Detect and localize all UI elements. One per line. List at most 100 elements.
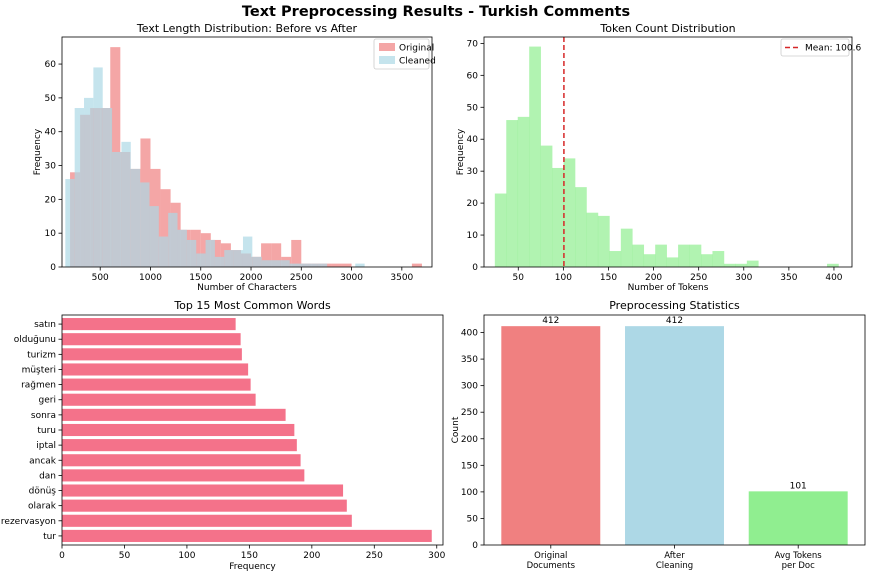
tokens-x-tick-label: 350 (780, 273, 797, 283)
preprocessing-stats-chart: Preprocessing Statistics 412 Original Docum… (451, 299, 866, 571)
length-bar-original (160, 189, 171, 267)
words-x-tick-label: 100 (178, 551, 195, 561)
length-x-tick-label: 1500 (189, 273, 212, 283)
length-bar-cleaned (355, 263, 365, 267)
length-y-tick-label: 30 (45, 162, 57, 172)
tokens-x-tick-label: 200 (645, 273, 662, 283)
words-x-tick-label: 300 (428, 551, 445, 561)
tokens-chart-title: Token Count Distribution (599, 22, 735, 35)
tokens-x-tick-label: 150 (600, 273, 617, 283)
stats-value-label: 412 (542, 316, 559, 326)
word-label: tur (43, 532, 56, 542)
mean-legend-label: Mean: 100.6 (805, 44, 861, 54)
length-bar-cleaned (205, 239, 215, 267)
length-x-tick-label: 3000 (340, 273, 363, 283)
word-bar (62, 318, 236, 331)
length-bar-original (271, 243, 282, 267)
length-bar-original (341, 263, 352, 267)
length-bar-cleaned (121, 141, 131, 267)
word-label: turu (37, 426, 56, 436)
length-bar-cleaned (84, 97, 94, 267)
length-y-tick-label: 20 (45, 195, 57, 205)
word-label: ancak (29, 456, 57, 466)
tokens-y-tick-label: 40 (467, 135, 479, 145)
length-y-tick-label: 10 (45, 229, 57, 239)
tokens-y-tick-label: 30 (467, 167, 479, 177)
length-bar-cleaned (177, 229, 187, 267)
stats-y-tick-label: 350 (461, 355, 478, 365)
word-bar (62, 378, 251, 391)
tokens-bar (746, 260, 759, 267)
tokens-bar (678, 244, 690, 267)
words-x-tick-label: 0 (59, 551, 65, 561)
stats-value-label: 412 (666, 316, 683, 326)
stats-value-label: 101 (790, 481, 807, 491)
tokens-plot-frame (483, 36, 853, 268)
length-bar-cleaned (233, 250, 243, 267)
length-bar-cleaned (289, 263, 300, 267)
tokens-bar (586, 212, 599, 267)
words-x-tick-label: 150 (241, 551, 258, 561)
words-chart-title: Top 15 Most Common Words (173, 299, 331, 312)
length-x-tick-label: 1000 (139, 273, 162, 283)
tokens-y-axis-label: Frequency (456, 128, 466, 175)
length-bar-cleaned (102, 108, 113, 267)
length-bar-cleaned (130, 168, 141, 267)
stats-category-line: Avg Tokens (775, 551, 823, 561)
length-x-tick-label: 2500 (290, 273, 313, 283)
stats-y-tick-label: 50 (467, 514, 479, 524)
word-bar (62, 514, 352, 527)
tokens-x-tick-label: 400 (825, 273, 842, 283)
length-bar-cleaned (271, 260, 281, 267)
top-words-chart: Top 15 Most Common Words tur rezervasyon ol… (1, 299, 446, 572)
word-label: sonra (31, 411, 56, 421)
length-bar-cleaned (158, 236, 169, 267)
word-label: dönüş (29, 487, 57, 497)
tokens-bar (723, 263, 736, 267)
tokens-bar (575, 187, 587, 267)
length-bar-cleaned (224, 250, 234, 267)
tokens-bar (609, 251, 622, 267)
stats-y-tick-label: 150 (461, 461, 478, 471)
tokens-bar (643, 254, 656, 267)
tokens-x-tick-label: 300 (735, 273, 752, 283)
stats-y-tick-label: 300 (461, 382, 478, 392)
tokens-bar (620, 228, 633, 267)
stats-category-line: Original (534, 551, 567, 561)
length-bar-original (331, 263, 342, 267)
stats-plot-frame (483, 314, 866, 546)
length-x-tick-label: 2000 (240, 273, 263, 283)
tokens-bar (701, 254, 713, 267)
word-bar (62, 499, 347, 512)
word-label: iptal (36, 441, 56, 451)
tokens-y-tick-label: 60 (467, 71, 479, 81)
tokens-bar (655, 244, 667, 267)
length-bar-cleaned (149, 206, 159, 267)
tokens-x-axis-label: Number of Tokens (628, 283, 709, 293)
word-label: rağmen (21, 381, 56, 391)
word-bar (62, 363, 249, 376)
word-bar (62, 393, 256, 406)
tokens-bar (666, 257, 679, 267)
word-label: müşteri (22, 365, 56, 375)
length-x-tick-label: 500 (92, 273, 109, 283)
word-label: rezervasyon (1, 517, 56, 527)
length-bar-cleaned (317, 263, 328, 267)
word-bar (62, 333, 241, 346)
length-bar-original (261, 243, 272, 267)
length-y-tick-label: 40 (45, 128, 57, 138)
length-bar-cleaned (112, 152, 122, 267)
tokens-bar (827, 263, 839, 267)
tokens-bar (563, 158, 576, 267)
length-y-axis-label: Frequency (33, 128, 43, 175)
length-legend-swatch (379, 43, 395, 51)
length-bar-cleaned (242, 236, 253, 267)
word-bar (62, 469, 305, 482)
length-bar-cleaned (186, 239, 197, 267)
length-legend-label: Original (399, 44, 434, 54)
stats-y-tick-label: 200 (461, 435, 478, 445)
tokens-y-tick-label: 0 (472, 263, 478, 273)
stats-chart-title: Preprocessing Statistics (609, 299, 740, 312)
length-bar-cleaned (214, 256, 225, 267)
